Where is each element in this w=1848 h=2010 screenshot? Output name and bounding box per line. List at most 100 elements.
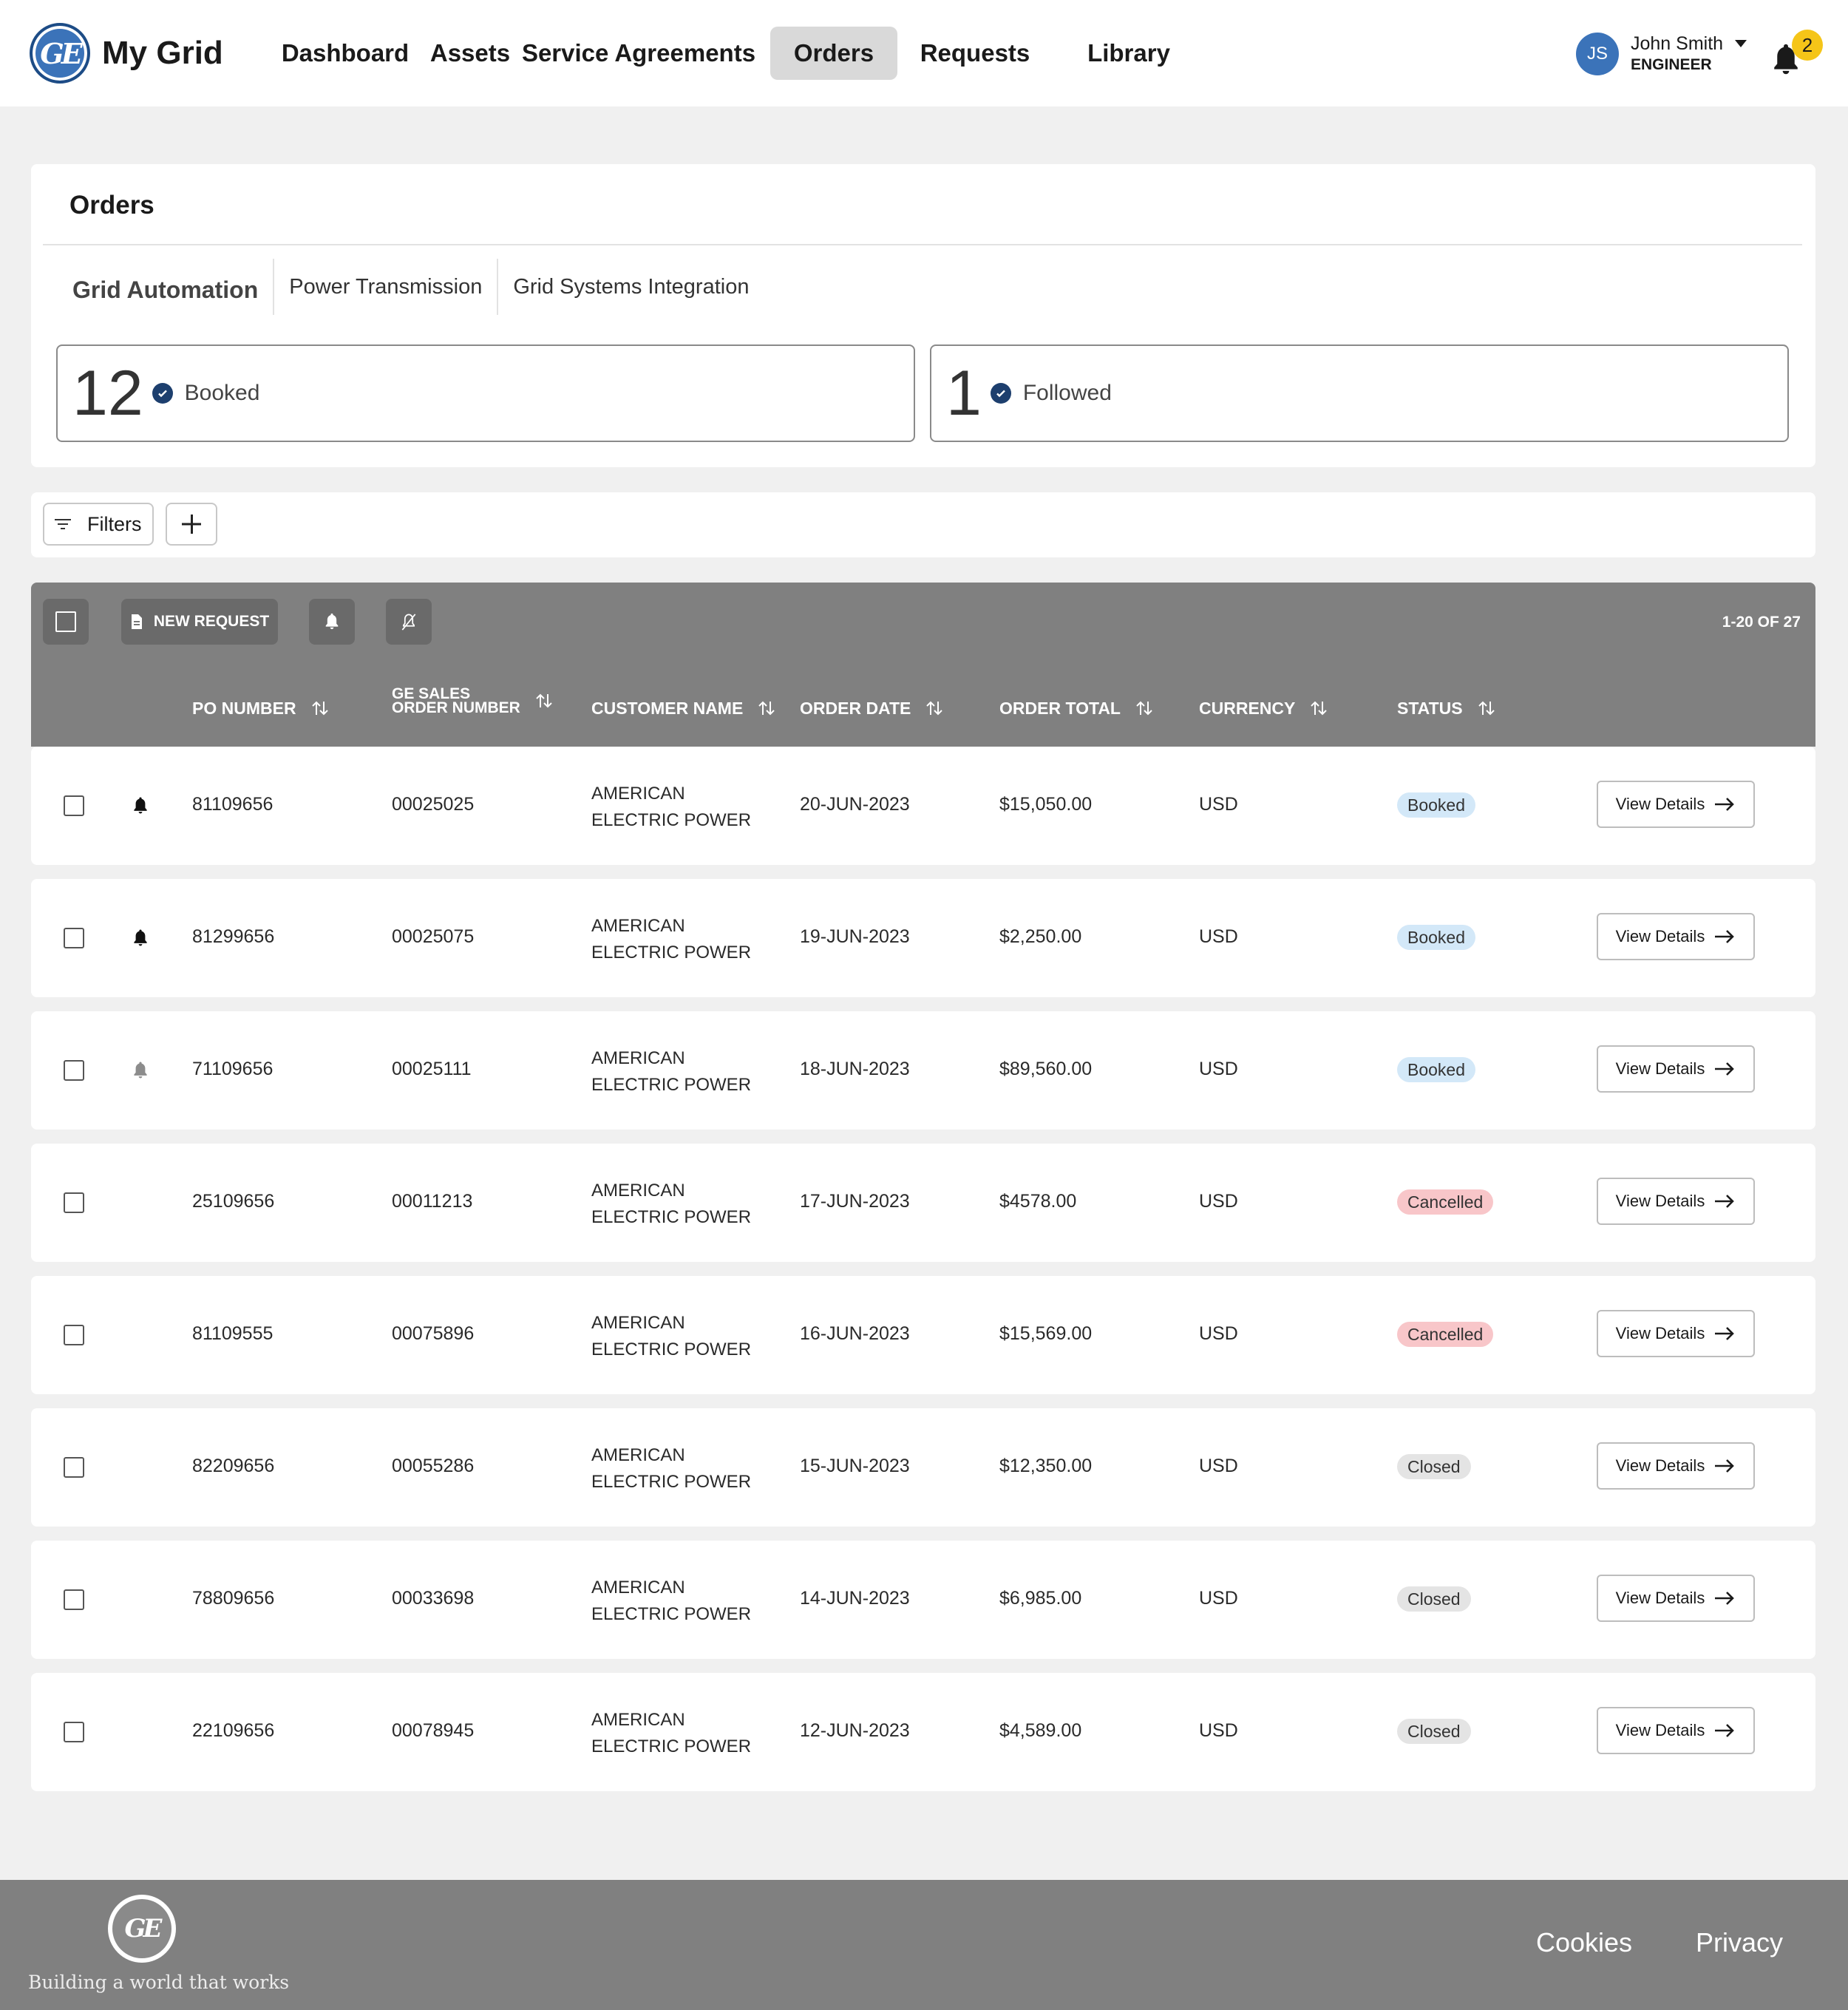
unfollow-button[interactable]	[386, 599, 432, 645]
view-details-label: View Details	[1615, 1589, 1705, 1607]
status-badge: Booked	[1397, 792, 1476, 818]
status-badge: Closed	[1397, 1586, 1471, 1612]
row-checkbox[interactable]	[64, 1589, 84, 1610]
sort-icon[interactable]	[1310, 700, 1328, 716]
nav-library[interactable]: Library	[1087, 39, 1170, 67]
sales-order-number: 00055286	[392, 1456, 475, 1476]
sales-order-number: 00078945	[392, 1720, 475, 1741]
status-badge: Cancelled	[1397, 1322, 1494, 1347]
check-circle-icon	[990, 383, 1011, 404]
row-checkbox[interactable]	[64, 1192, 84, 1213]
row-checkbox[interactable]	[64, 1325, 84, 1345]
bell-icon[interactable]	[132, 928, 149, 952]
order-total: $12,350.00	[999, 1456, 1093, 1476]
order-date: 14-JUN-2023	[800, 1588, 910, 1609]
business-tabs: Grid Automation Power Transmission Grid …	[43, 259, 764, 315]
new-request-button[interactable]: NEW REQUEST	[121, 599, 278, 645]
ge-logo-icon[interactable]: GE	[30, 23, 90, 84]
view-details-button[interactable]: View Details	[1597, 1707, 1755, 1754]
status-badge: Closed	[1397, 1454, 1471, 1479]
orders-summary-card: Orders Grid Automation Power Transmissio…	[31, 164, 1815, 467]
tab-power-transmission[interactable]: Power Transmission	[273, 259, 497, 315]
follow-button[interactable]	[309, 599, 355, 645]
row-checkbox[interactable]	[64, 1457, 84, 1478]
view-details-button[interactable]: View Details	[1597, 913, 1755, 960]
table-row[interactable]: 22109656 00078945 AMERICAN ELECTRIC POWER…	[31, 1673, 1815, 1791]
table-row[interactable]: 71109656 00025111 AMERICAN ELECTRIC POWER…	[31, 1011, 1815, 1130]
table-row[interactable]: 78809656 00033698 AMERICAN ELECTRIC POWER…	[31, 1541, 1815, 1659]
filters-bar: Filters	[31, 492, 1815, 557]
col-order-total[interactable]: ORDER TOTAL	[999, 693, 1153, 723]
row-checkbox[interactable]	[64, 1060, 84, 1081]
notifications-bell-icon[interactable]	[1770, 41, 1802, 78]
row-checkbox[interactable]	[64, 795, 84, 816]
order-date: 16-JUN-2023	[800, 1323, 910, 1344]
sort-icon[interactable]	[1135, 700, 1153, 716]
caret-down-icon[interactable]	[1735, 40, 1747, 47]
col-ge-sales-order-number[interactable]: GE SALES ORDER NUMBER	[392, 686, 553, 716]
sort-icon[interactable]	[535, 693, 553, 709]
view-details-button[interactable]: View Details	[1597, 1575, 1755, 1622]
status-badge: Booked	[1397, 925, 1476, 950]
arrow-right-icon	[1715, 1724, 1735, 1737]
privacy-link[interactable]: Privacy	[1696, 1927, 1784, 1958]
user-menu[interactable]: JS John Smith ENGINEER	[1576, 33, 1747, 75]
table-row[interactable]: 25109656 00011213 AMERICAN ELECTRIC POWER…	[31, 1144, 1815, 1262]
pagination-range: 1-20 OF 27	[1722, 614, 1801, 631]
order-total: $15,050.00	[999, 794, 1093, 815]
app-title[interactable]: My Grid	[102, 35, 223, 71]
col-po-number[interactable]: PO NUMBER	[192, 693, 329, 723]
view-details-button[interactable]: View Details	[1597, 1045, 1755, 1093]
stat-booked-value: 12	[72, 358, 143, 429]
user-role: ENGINEER	[1631, 56, 1712, 73]
sales-order-number: 00033698	[392, 1588, 475, 1609]
table-row[interactable]: 81109555 00075896 AMERICAN ELECTRIC POWER…	[31, 1276, 1815, 1394]
filters-button[interactable]: Filters	[43, 503, 154, 546]
currency: USD	[1199, 794, 1238, 815]
nav-dashboard[interactable]: Dashboard	[281, 39, 410, 67]
col-order-date[interactable]: ORDER DATE	[800, 693, 943, 723]
cookies-link[interactable]: Cookies	[1536, 1927, 1633, 1958]
order-total: $6,985.00	[999, 1588, 1082, 1609]
avatar[interactable]: JS	[1576, 33, 1619, 75]
sales-order-number: 00075896	[392, 1323, 475, 1344]
currency: USD	[1199, 926, 1238, 947]
nav-orders[interactable]: Orders	[770, 27, 897, 80]
col-customer-name[interactable]: CUSTOMER NAME	[591, 693, 775, 723]
user-name: John Smith	[1631, 33, 1724, 54]
view-details-button[interactable]: View Details	[1597, 1178, 1755, 1225]
arrow-right-icon	[1715, 1592, 1735, 1605]
table-row[interactable]: 81299656 00025075 AMERICAN ELECTRIC POWER…	[31, 879, 1815, 997]
col-currency[interactable]: CURRENCY	[1199, 693, 1328, 723]
order-date: 18-JUN-2023	[800, 1059, 910, 1079]
order-total: $4,589.00	[999, 1720, 1082, 1741]
ge-logo-icon[interactable]: GE	[108, 1895, 176, 1963]
table-row[interactable]: 81109656 00025025 AMERICAN ELECTRIC POWER…	[31, 747, 1815, 865]
po-number: 82209656	[192, 1456, 275, 1476]
nav-assets[interactable]: Assets	[429, 39, 511, 67]
customer-name: AMERICAN ELECTRIC POWER	[591, 1048, 752, 1095]
sort-icon[interactable]	[1478, 700, 1495, 716]
customer-name: AMERICAN ELECTRIC POWER	[591, 1710, 752, 1756]
view-details-button[interactable]: View Details	[1597, 1442, 1755, 1490]
view-details-button[interactable]: View Details	[1597, 781, 1755, 828]
sort-icon[interactable]	[311, 700, 329, 716]
nav-service-agreements[interactable]: Service Agreements	[521, 39, 756, 67]
sort-icon[interactable]	[758, 700, 775, 716]
bell-icon[interactable]	[132, 795, 149, 820]
select-all-checkbox[interactable]	[43, 599, 89, 645]
row-checkbox[interactable]	[64, 928, 84, 948]
col-status[interactable]: STATUS	[1397, 693, 1495, 723]
nav-requests[interactable]: Requests	[920, 39, 1030, 67]
add-filter-button[interactable]	[166, 503, 217, 546]
arrow-right-icon	[1715, 1459, 1735, 1473]
stat-followed[interactable]: 1 Followed	[930, 344, 1789, 442]
sort-icon[interactable]	[925, 700, 943, 716]
tab-grid-automation[interactable]: Grid Automation	[72, 276, 259, 303]
tab-grid-systems-integration[interactable]: Grid Systems Integration	[497, 259, 764, 315]
bell-icon[interactable]	[132, 1060, 149, 1084]
row-checkbox[interactable]	[64, 1722, 84, 1742]
table-row[interactable]: 82209656 00055286 AMERICAN ELECTRIC POWER…	[31, 1408, 1815, 1527]
stat-booked[interactable]: 12 Booked	[56, 344, 915, 442]
view-details-button[interactable]: View Details	[1597, 1310, 1755, 1357]
